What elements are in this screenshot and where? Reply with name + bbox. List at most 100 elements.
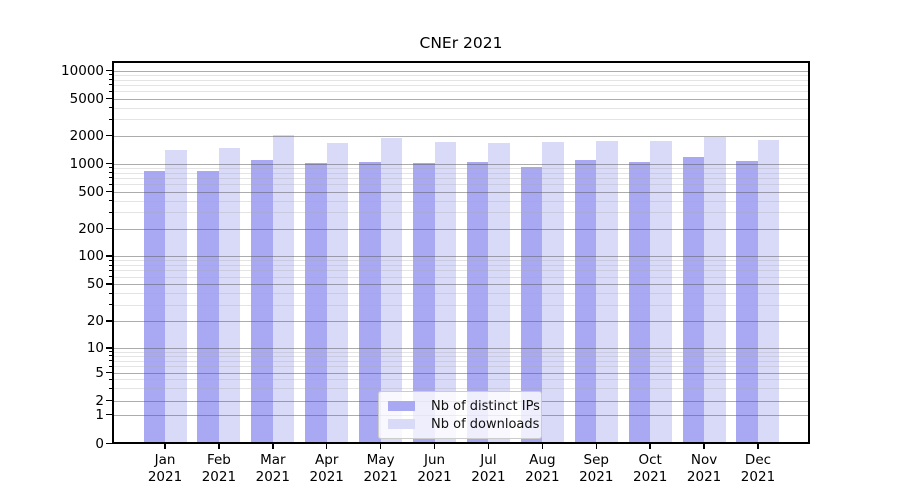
- x-tick-label: May 2021: [349, 452, 413, 486]
- y-minor-tick: [108, 264, 112, 266]
- bar-downloads: [218, 147, 241, 444]
- legend: Nb of distinct IPs Nb of downloads: [378, 391, 542, 439]
- x-label-month: Nov: [690, 452, 718, 468]
- x-label-year: 2021: [579, 469, 614, 485]
- minor-gridline: [112, 304, 810, 306]
- x-tick: [272, 444, 274, 449]
- x-label-year: 2021: [740, 469, 776, 485]
- major-gridline: [112, 284, 810, 285]
- y-minor-tick: [108, 304, 112, 306]
- bar-distinct-ips: [520, 166, 543, 444]
- x-tick-label: Mar 2021: [241, 452, 305, 486]
- x-label-month: Jun: [423, 452, 446, 468]
- x-label-month: Dec: [744, 452, 772, 468]
- x-tick-label: Jun 2021: [403, 452, 467, 486]
- x-tick-label: Jul 2021: [456, 452, 520, 486]
- x-tick: [379, 444, 382, 449]
- bar-downloads: [272, 135, 295, 444]
- bar-distinct-ips: [413, 162, 435, 444]
- y-tick-label: 50: [86, 276, 104, 292]
- minor-gridline: [112, 91, 810, 93]
- y-tick-label: 200: [78, 220, 104, 237]
- y-minor-tick: [108, 292, 112, 294]
- bar-distinct-ips: [143, 170, 165, 444]
- major-gridline: [112, 163, 810, 165]
- y-tick-label: 1: [95, 406, 104, 423]
- y-minor-tick: [108, 177, 112, 179]
- y-minor-tick: [108, 360, 112, 362]
- y-major-tick: [106, 69, 112, 72]
- minor-gridline: [112, 177, 810, 179]
- bar-downloads: [165, 150, 187, 444]
- x-tick: [218, 444, 220, 449]
- major-gridline: [112, 321, 810, 322]
- major-gridline: [112, 228, 810, 230]
- y-tick-label: 2000: [69, 127, 104, 144]
- y-minor-tick: [108, 79, 112, 80]
- bar-distinct-ips: [197, 171, 219, 444]
- bar-downloads: [757, 140, 780, 444]
- bar-distinct-ips: [736, 160, 758, 444]
- minor-gridline: [112, 79, 810, 81]
- x-label-month: Oct: [638, 452, 662, 468]
- chart-title: CNEr 2021: [419, 34, 503, 52]
- major-gridline: [112, 135, 810, 137]
- y-minor-tick: [108, 355, 112, 357]
- minor-gridline: [112, 167, 810, 169]
- y-minor-tick: [108, 183, 112, 185]
- x-tick-label: Sep 2021: [564, 452, 628, 486]
- legend-swatch-downloads: [388, 419, 415, 429]
- x-label-year: 2021: [147, 469, 183, 485]
- major-gridline: [112, 256, 810, 257]
- y-major-tick: [106, 320, 112, 322]
- minor-gridline: [112, 366, 810, 368]
- y-major-tick: [106, 399, 112, 402]
- minor-gridline: [112, 200, 810, 202]
- minor-gridline: [112, 107, 810, 109]
- major-gridline: [112, 70, 810, 72]
- x-tick: [595, 444, 598, 449]
- y-minor-tick: [108, 90, 112, 92]
- x-tick-label: Oct 2021: [618, 452, 682, 486]
- minor-gridline: [112, 119, 810, 121]
- minor-gridline: [112, 172, 810, 174]
- x-label-year: 2021: [309, 469, 344, 485]
- y-tick-label: 500: [78, 183, 104, 200]
- major-gridline: [112, 372, 810, 374]
- bar-downloads: [488, 142, 510, 444]
- y-tick-label: 2: [95, 392, 104, 409]
- y-minor-tick: [108, 200, 112, 201]
- y-tick-label: 10000: [61, 62, 104, 79]
- major-gridline: [112, 191, 810, 193]
- bar-downloads: [704, 136, 726, 444]
- legend-item-downloads: Nb of downloads: [388, 416, 539, 432]
- x-tick-label: Dec 2021: [726, 452, 790, 486]
- y-tick-label: 20: [86, 313, 104, 329]
- x-label-year: 2021: [255, 469, 290, 485]
- major-gridline: [112, 98, 810, 100]
- legend-item-distinct-ips: Nb of distinct IPs: [388, 398, 540, 414]
- x-tick: [325, 444, 328, 449]
- y-minor-tick: [108, 387, 112, 389]
- minor-gridline: [112, 270, 810, 272]
- bar-distinct-ips: [305, 163, 327, 444]
- x-label-year: 2021: [525, 469, 560, 485]
- x-label-month: Aug: [529, 452, 556, 468]
- y-tick-label: 1000: [69, 155, 104, 172]
- y-minor-tick: [108, 74, 112, 76]
- x-tick-label: Aug 2021: [510, 452, 574, 486]
- y-minor-tick: [108, 167, 112, 169]
- minor-gridline: [112, 355, 810, 357]
- x-label-year: 2021: [686, 469, 722, 485]
- y-major-tick: [106, 371, 112, 374]
- x-tick-label: Feb 2021: [187, 452, 251, 486]
- y-tick-label: 5: [95, 364, 104, 381]
- x-tick: [541, 444, 544, 449]
- x-tick-label: Jan 2021: [133, 452, 197, 486]
- y-minor-tick: [108, 269, 112, 271]
- y-minor-tick: [108, 172, 112, 173]
- minor-gridline: [112, 360, 810, 362]
- y-minor-tick: [108, 276, 112, 278]
- y-tick-label: 100: [78, 248, 104, 264]
